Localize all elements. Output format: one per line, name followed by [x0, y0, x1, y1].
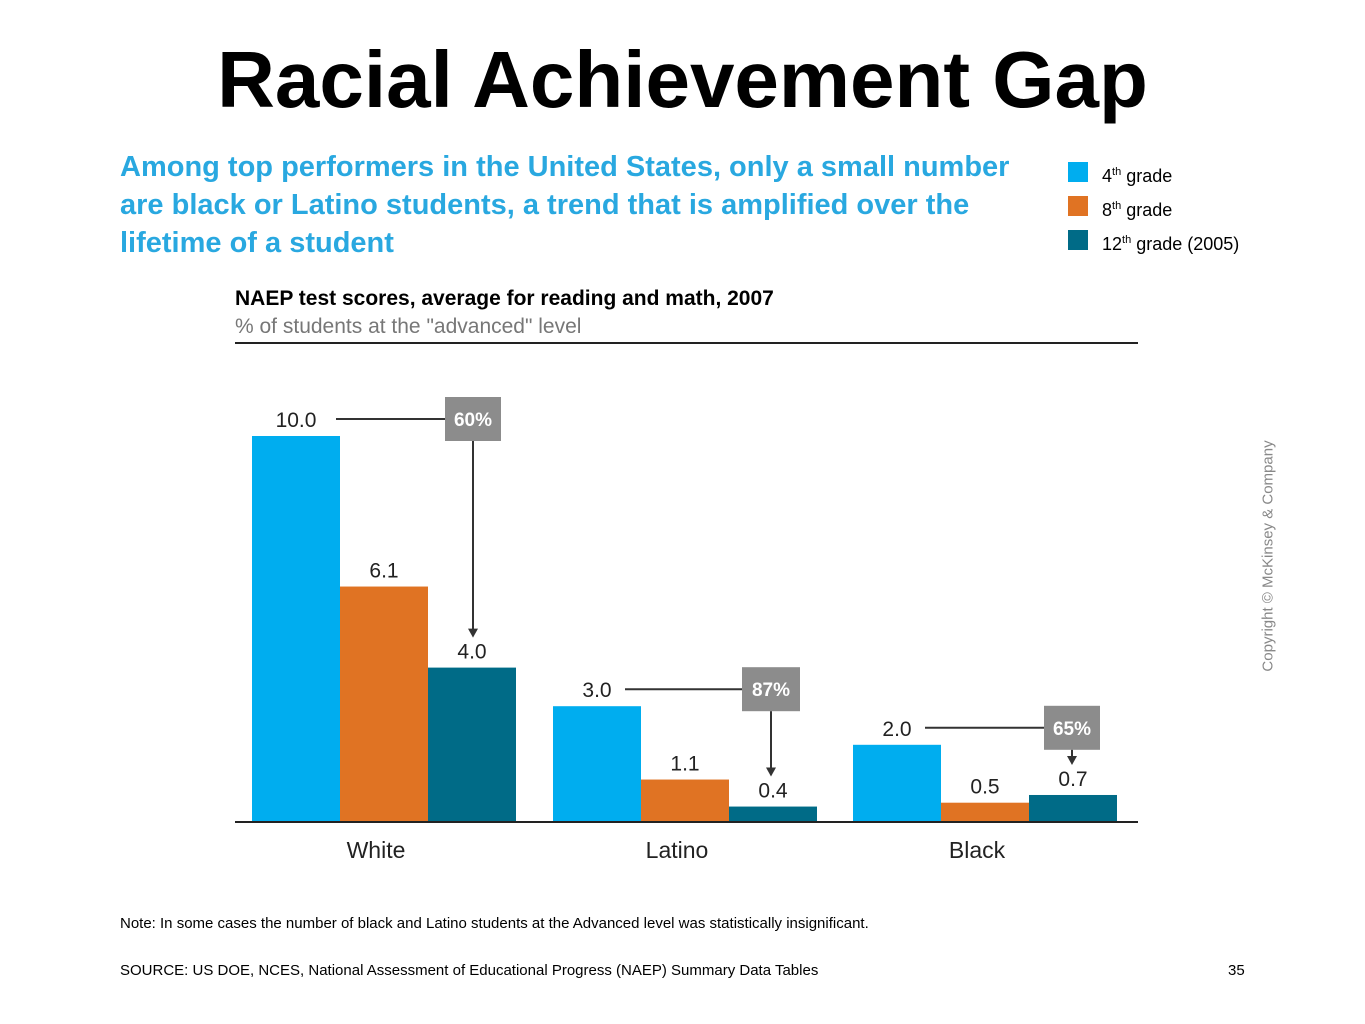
headline: Among top performers in the United State… — [120, 151, 1010, 259]
annotation-arrow-head — [468, 628, 478, 638]
legend-label: 12th grade (2005) — [1102, 234, 1240, 254]
legend-swatch — [1068, 230, 1088, 250]
annotation-box — [1044, 705, 1100, 750]
annotation-box — [742, 667, 800, 712]
bar — [553, 706, 641, 822]
data-label: 3.0 — [582, 679, 611, 702]
bar — [428, 667, 516, 822]
copyright-notice: Copyright © McKinsey & Company — [1259, 440, 1277, 672]
data-label: 4.0 — [457, 641, 486, 664]
source-line: SOURCE: US DOE, NCES, National Assessmen… — [120, 962, 819, 979]
title-rule — [235, 342, 1138, 344]
bar — [641, 779, 729, 822]
annotation-arrow-head — [766, 767, 776, 777]
legend-swatch — [1068, 196, 1088, 216]
data-label: 10.0 — [276, 409, 317, 432]
bar — [853, 744, 941, 822]
page-number: 35 — [1228, 962, 1245, 979]
bar — [729, 806, 817, 822]
annotation-label: 87% — [752, 680, 790, 701]
bar — [1029, 794, 1117, 822]
data-label: 6.1 — [369, 560, 398, 583]
footnote: Note: In some cases the number of black … — [120, 915, 869, 932]
legend-label: 4th grade — [1102, 166, 1173, 186]
data-label: 1.1 — [670, 753, 699, 776]
bar — [941, 802, 1029, 822]
data-label: 2.0 — [882, 718, 911, 741]
data-label: 0.4 — [758, 780, 788, 803]
category-label: White — [347, 837, 406, 863]
legend-swatch — [1068, 162, 1088, 182]
annotation-label: 60% — [454, 410, 492, 431]
slide-title: Racial Achievement Gap — [217, 35, 1148, 124]
data-label: 0.7 — [1058, 768, 1087, 791]
chart-subtitle: % of students at the "advanced" level — [235, 315, 582, 338]
legend-label: 8th grade — [1102, 200, 1173, 220]
bar — [252, 436, 340, 822]
annotation-label: 65% — [1053, 719, 1091, 740]
bar — [340, 586, 428, 822]
chart-title: NAEP test scores, average for reading an… — [235, 287, 774, 310]
data-label: 0.5 — [970, 776, 999, 799]
category-label: Black — [949, 837, 1006, 863]
category-label: Latino — [646, 837, 709, 863]
annotation-box — [445, 397, 501, 441]
annotation-arrow-head — [1067, 755, 1077, 765]
